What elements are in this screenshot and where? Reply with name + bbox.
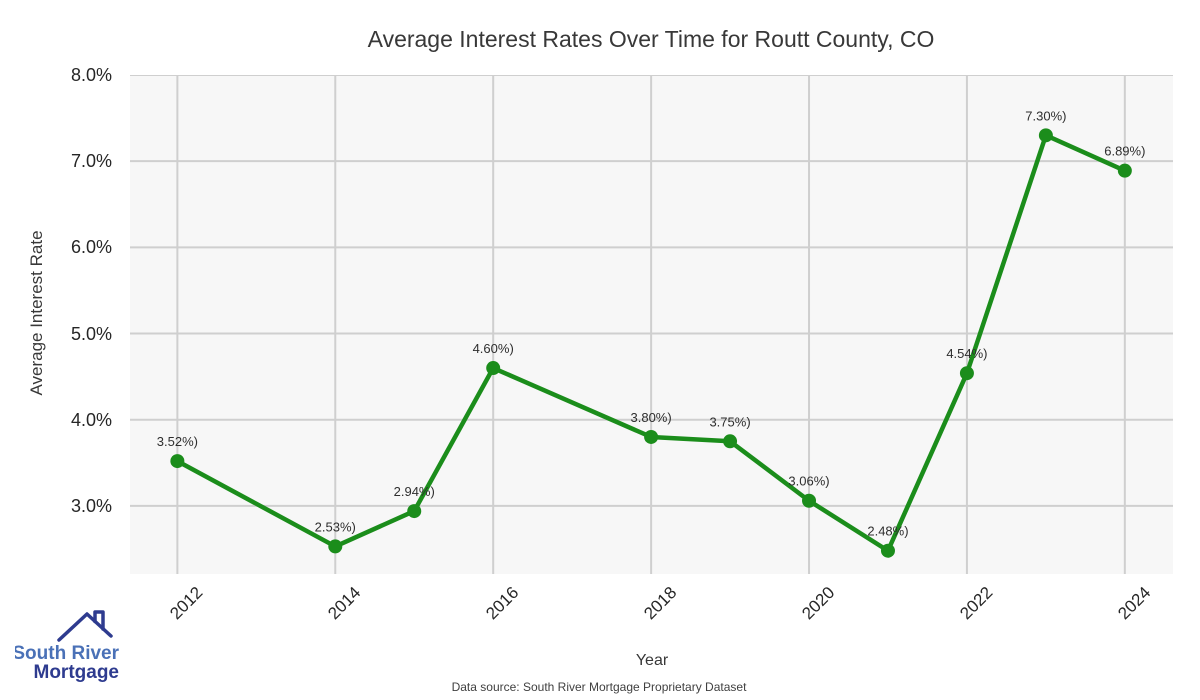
line-chart: 3.52%) 2.53%) 2.94%) 4.60%) 3.80%) 3.75%) 3.06…: [130, 75, 1173, 574]
y-tick-label: 4.0%: [70, 409, 112, 430]
y-tick-label: 7.0%: [70, 151, 112, 172]
data-point: [880, 543, 895, 558]
data-point-label: 2.48%): [867, 524, 908, 539]
data-point: [802, 493, 817, 508]
x-tick-label: 2014: [324, 583, 365, 624]
data-point-label: 4.54%): [946, 346, 987, 361]
data-point: [959, 366, 974, 381]
data-point: [1117, 163, 1132, 178]
data-point-label: 3.06%): [788, 474, 829, 489]
x-tick-label: 2018: [640, 583, 681, 624]
company-logo: South River Mortgage: [15, 610, 120, 683]
data-point-label: 2.53%): [315, 519, 356, 534]
y-tick-label: 5.0%: [70, 323, 112, 344]
x-tick-label: 2020: [798, 583, 839, 624]
data-point: [486, 361, 501, 376]
data-point: [1038, 128, 1053, 143]
data-point-label: 7.30%): [1025, 108, 1066, 123]
data-point-label: 6.89%): [1104, 144, 1145, 159]
chart-title: Average Interest Rates Over Time for Rou…: [367, 26, 935, 52]
data-source-note: Data source: South River Mortgage Propri…: [451, 680, 747, 694]
data-point-label: 3.80%): [631, 410, 672, 425]
data-point: [170, 454, 185, 469]
data-point-label: 2.94%): [394, 484, 435, 499]
y-tick-label: 8.0%: [70, 65, 112, 85]
plot-area: 3.52%) 2.53%) 2.94%) 4.60%) 3.80%) 3.75%) 3.06…: [130, 75, 1173, 574]
x-axis-title: Year: [635, 652, 669, 669]
y-tick-label: 3.0%: [70, 495, 112, 516]
data-point-label: 4.60%): [473, 341, 514, 356]
data-point: [328, 539, 343, 554]
data-point-label: 3.75%): [709, 414, 750, 429]
x-tick-label: 2016: [482, 583, 523, 624]
data-point: [407, 504, 422, 519]
y-tick-label: 6.0%: [70, 237, 112, 258]
logo-text-south-river: South River: [15, 643, 120, 664]
data-point: [723, 434, 738, 449]
house-roof-icon: [57, 610, 113, 642]
data-point: [644, 429, 659, 444]
x-tick-label: 2024: [1114, 583, 1155, 624]
x-tick-label: 2022: [956, 583, 997, 624]
logo-text-mortgage: Mortgage: [34, 662, 120, 683]
x-tick-label: 2012: [166, 583, 207, 624]
data-point-label: 3.52%): [157, 434, 198, 449]
